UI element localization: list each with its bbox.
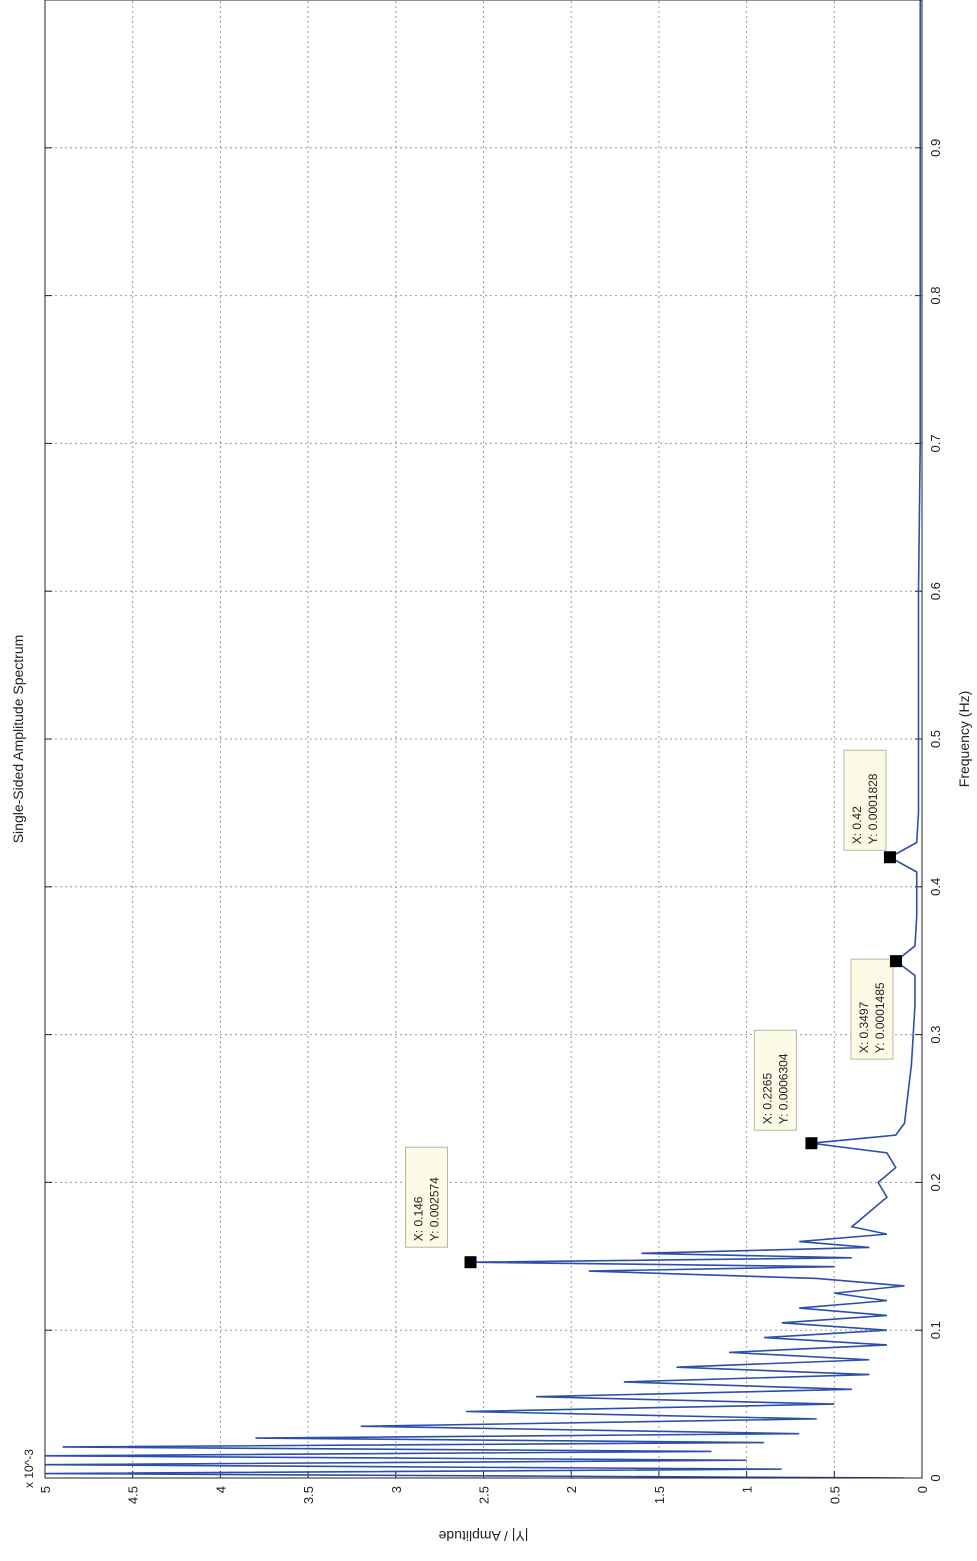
x-tick-label: 0.6 [928, 582, 943, 600]
y-tick-label: 3 [389, 1486, 404, 1493]
data-tip-marker [805, 1137, 818, 1150]
y-tick-label: 4 [213, 1486, 228, 1493]
y-exponent-label: x 10^-3 [22, 1449, 36, 1488]
x-tick-label: 0 [928, 1474, 943, 1481]
y-tick-label: 0.5 [827, 1486, 842, 1504]
spectrum-line [45, 0, 922, 1478]
x-tick-label: 0.2 [928, 1173, 943, 1191]
y-tick-label: 5 [38, 1486, 53, 1493]
rotated-chart: 0 0.1 0.2 0.3 0.4 0.5 0.6 0.7 0.8 0.9 0 0.5 1 1.5 2 2.5… [10, 0, 972, 1544]
x-tick-label: 0.1 [928, 1321, 943, 1339]
axes-frame [44, 0, 923, 1479]
data-tip-text: X: 0.146 [412, 1196, 426, 1241]
x-axis-label: Frequency (Hz) [956, 691, 972, 787]
data-tip-box [850, 958, 894, 1060]
y-tick-label: 0 [915, 1486, 930, 1493]
x-tick-label: 0.8 [928, 287, 943, 305]
y-axis-label: |Y| / Amplitude [438, 1528, 528, 1544]
data-tip-marker [889, 955, 902, 968]
data-tip-box [843, 749, 887, 851]
data-tip-box [405, 1146, 449, 1248]
y-tick-label: 1.5 [652, 1486, 667, 1504]
x-tick-label: 0.5 [928, 730, 943, 748]
y-tick-label: 2 [564, 1486, 579, 1493]
data-tip-marker [883, 851, 896, 864]
data-tip-text: Y: 0.0001828 [866, 773, 880, 844]
x-tick-label: 0.3 [928, 1026, 943, 1044]
data-tip-box [753, 1029, 797, 1131]
chart-title: Single-Sided Amplitude Spectrum [10, 635, 26, 844]
data-tip-text: X: 0.2265 [760, 1073, 774, 1125]
data-tip-text: Y: 0.002574 [428, 1177, 442, 1241]
plot-clip [45, 0, 922, 1478]
data-tip-text: Y: 0.0001485 [873, 982, 887, 1053]
data-tip-text: X: 0.42 [850, 806, 864, 844]
data-tip-text: X: 0.3497 [857, 1001, 871, 1053]
data-tip-text: Y: 0.0006304 [776, 1053, 790, 1124]
plot-area [45, 0, 922, 1478]
y-tick-label: 1 [740, 1486, 755, 1493]
x-tick-label: 0.7 [928, 434, 943, 452]
y-tick-label: 2.5 [477, 1486, 492, 1504]
x-tick-label: 0.4 [928, 878, 943, 896]
x-tick-label: 0.9 [928, 139, 943, 157]
y-tick-label: 4.5 [126, 1486, 141, 1504]
data-tip-marker [464, 1256, 477, 1269]
y-tick-label: 3.5 [301, 1486, 316, 1504]
